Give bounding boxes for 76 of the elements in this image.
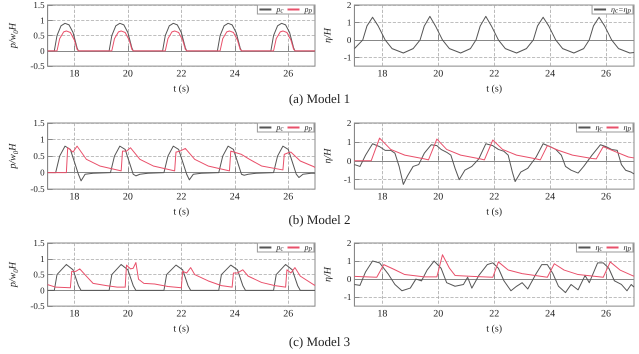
x-tick-label: 22	[176, 192, 186, 203]
x-tick-label: 22	[489, 192, 500, 203]
y-tick-label: 1	[40, 134, 45, 145]
y-tick-label: 2	[346, 238, 352, 248]
x-tick-label: 20	[122, 192, 133, 203]
x-tick-label: 18	[377, 308, 388, 320]
x-tick-label: 18	[69, 68, 80, 80]
text: (a) Model 1	[288, 91, 350, 106]
x-axis-title: t (s)	[173, 324, 190, 334]
line-series	[354, 254, 634, 278]
y-tick-label: 0.5	[33, 151, 46, 162]
y-axis-title: η/H	[322, 27, 334, 44]
x-tick-label: 24	[230, 68, 240, 80]
x-axis-title: t (s)	[486, 84, 502, 94]
y-tick-label: -1	[344, 292, 352, 302]
y-axis-title: η/H	[322, 148, 334, 164]
line-series	[47, 30, 316, 52]
x-tick-label: 24	[545, 192, 556, 203]
y-tick-label: 2	[346, 0, 352, 10]
y-tick-label: -0.5	[30, 184, 46, 194]
y-tick-label: 2	[346, 118, 352, 128]
line-series	[354, 138, 634, 162]
y-tick-label: 1	[40, 254, 45, 264]
x-tick-label: 26	[601, 68, 612, 80]
x-tick-label: 20	[433, 68, 444, 80]
x-tick-label: 22	[176, 68, 186, 80]
x-tick-label: 20	[433, 192, 444, 203]
y-tick-label: 0.5	[33, 30, 46, 41]
x-tick-label: 24	[545, 308, 556, 320]
y-tick-label: 1.5	[33, 238, 46, 248]
line-series	[354, 16, 634, 54]
x-tick-label: 24	[230, 308, 240, 320]
y-tick-label: 1	[40, 15, 45, 26]
y-tick-label: 1.5	[33, 0, 46, 10]
x-tick-label: 24	[230, 192, 240, 203]
line-series	[354, 143, 634, 185]
x-tick-label: 24	[545, 68, 556, 80]
line-series	[354, 260, 634, 294]
y-tick-label: -0.5	[30, 301, 46, 312]
y-tick-label: 1	[346, 136, 352, 147]
x-tick-label: 22	[176, 308, 186, 320]
y-tick-label: 0	[346, 274, 352, 284]
x-tick-label: 18	[69, 308, 80, 320]
x-axis-title: t (s)	[486, 206, 502, 218]
y-tick-label: 1.5	[33, 118, 46, 128]
y-tick-label: 0	[40, 168, 46, 178]
y-axis-title: η/H	[322, 266, 334, 282]
y-tick-label: 0	[346, 156, 352, 166]
x-tick-label: 22	[489, 308, 500, 320]
x-tick-label: 26	[283, 192, 294, 203]
x-axis-title: t (s)	[173, 84, 190, 94]
y-tick-label: 0	[40, 285, 46, 296]
text: (c) Model 3	[288, 334, 352, 350]
x-tick-label: 20	[122, 68, 133, 80]
x-tick-label: 26	[283, 68, 294, 80]
x-tick-label: 20	[122, 308, 133, 320]
x-tick-label: 26	[601, 192, 612, 203]
x-tick-label: 26	[283, 308, 294, 320]
y-tick-label: 1	[346, 17, 352, 28]
text: (b) Model 2	[288, 212, 351, 227]
y-tick-label: 0	[346, 34, 352, 45]
x-tick-label: 26	[601, 308, 612, 320]
x-axis-title: t (s)	[173, 206, 190, 218]
y-tick-label: -0.5	[30, 61, 46, 72]
x-tick-label: 18	[377, 68, 388, 80]
y-tick-label: -1	[344, 174, 352, 185]
x-tick-label: 20	[433, 308, 444, 320]
x-tick-label: 18	[377, 192, 388, 203]
y-tick-label: -1	[344, 52, 352, 62]
y-tick-label: 0.5	[33, 270, 46, 280]
x-tick-label: 22	[489, 68, 500, 80]
x-tick-label: 18	[69, 192, 80, 203]
y-tick-label: 0	[40, 46, 46, 56]
y-tick-label: 1	[346, 256, 352, 266]
x-axis-title: t (s)	[486, 324, 502, 334]
line-series	[47, 146, 316, 174]
